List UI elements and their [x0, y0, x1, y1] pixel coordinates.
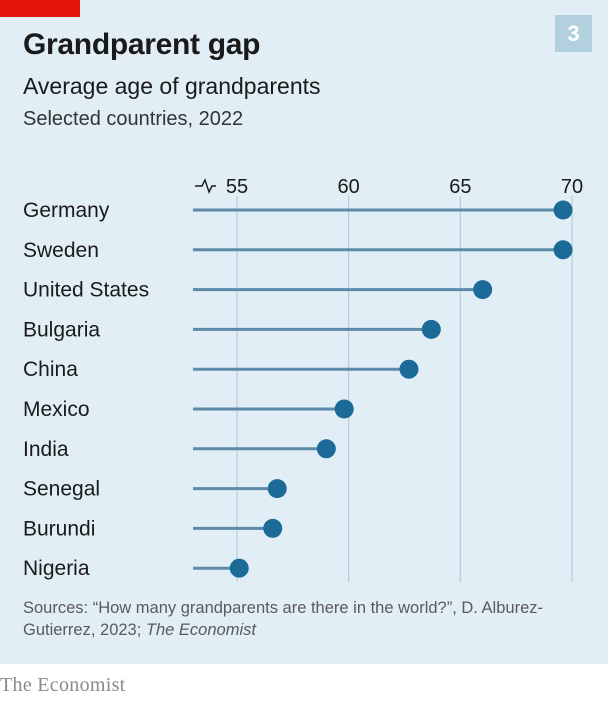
axis-break-icon — [195, 178, 216, 194]
dot-mexico — [334, 399, 354, 419]
source-text: Sources: “How many grandparents are ther… — [23, 599, 543, 639]
category-label-burundi: Burundi — [23, 517, 95, 540]
dot-sweden — [553, 240, 573, 260]
category-label-nigeria: Nigeria — [23, 557, 90, 580]
brand-wordmark: The Economist — [0, 674, 126, 696]
category-label-sweden: Sweden — [23, 239, 99, 262]
source-italic: The Economist — [145, 621, 256, 639]
dot-chart: 55 60 65 70 Germany Sweden United States Bulgar… — [23, 176, 583, 582]
category-label-china: China — [23, 358, 78, 381]
dot-india — [316, 439, 336, 459]
dot-senegal — [267, 479, 287, 499]
x-tick-label-70: 70 — [561, 176, 583, 198]
chart-subtitle: Average age of grandparents — [23, 73, 321, 99]
chart-subsubtitle: Selected countries, 2022 — [23, 108, 244, 130]
dot-germany — [553, 200, 573, 220]
source-note: Sources: “How many grandparents are ther… — [23, 597, 543, 641]
chart-title: Grandparent gap — [23, 28, 261, 61]
x-tick-label-60: 60 — [338, 176, 360, 198]
chart-number-badge: 3 — [555, 15, 592, 52]
dot-nigeria — [229, 558, 249, 578]
category-label-mexico: Mexico — [23, 398, 90, 421]
dot-burundi — [263, 518, 283, 538]
dot-bulgaria — [421, 319, 441, 339]
dot-china — [399, 359, 419, 379]
x-tick-label-65: 65 — [449, 176, 471, 198]
category-label-germany: Germany — [23, 199, 110, 222]
chart-panel — [0, 0, 608, 664]
category-label-senegal: Senegal — [23, 478, 100, 501]
category-label-united-states: United States — [23, 279, 149, 302]
category-label-india: India — [23, 438, 69, 461]
category-label-bulgaria: Bulgaria — [23, 318, 100, 341]
x-tick-label-55: 55 — [226, 176, 248, 198]
brand-red-tag — [0, 0, 80, 17]
dot-united-states — [473, 280, 493, 300]
